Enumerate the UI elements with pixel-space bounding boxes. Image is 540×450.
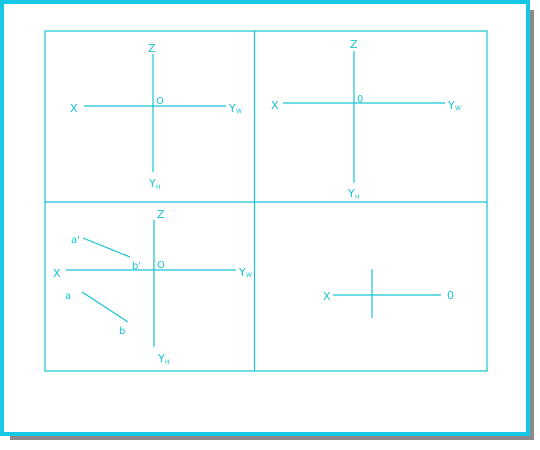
- label-point-a: a: [65, 291, 71, 302]
- tl-label-yh: Y: [148, 177, 156, 190]
- tr-label-yw-sub: W: [455, 105, 461, 112]
- br-label-x: X: [323, 290, 331, 303]
- bl-label-yh-sub: H: [165, 359, 170, 366]
- tl-label-z: Z: [148, 42, 156, 55]
- tr-label-yh: Y: [347, 187, 355, 200]
- br-label-origin: 0: [447, 289, 454, 302]
- tr-label-origin: 0: [357, 94, 363, 105]
- tl-label-x: X: [70, 102, 78, 115]
- tl-label-yw-sub: W: [236, 108, 242, 115]
- tl-label-yh-sub: H: [156, 184, 161, 191]
- outer-frame: [0, 0, 530, 436]
- grid-border: [44, 30, 488, 372]
- bl-label-yw-sub: W: [246, 272, 252, 279]
- bl-label-z: Z: [157, 208, 165, 221]
- bl-label-origin: O: [157, 260, 165, 271]
- tl-label-yw: Y: [228, 102, 236, 115]
- label-point-a-prime: a': [71, 235, 80, 246]
- bl-label-x: X: [53, 267, 61, 280]
- tr-label-x: X: [271, 99, 279, 112]
- bl-label-yh: Y: [157, 352, 165, 365]
- tr-label-z: Z: [350, 38, 358, 51]
- label-point-b-prime: b': [132, 261, 141, 272]
- tr-label-yh-sub: H: [355, 194, 360, 201]
- line-a-prime-b-prime: [82, 237, 131, 258]
- line-a-b: [81, 291, 129, 323]
- bl-label-yw: Y: [238, 266, 246, 279]
- label-point-b: b: [119, 326, 125, 337]
- tr-label-yw: Y: [447, 99, 455, 112]
- tl-label-origin: O: [156, 96, 164, 107]
